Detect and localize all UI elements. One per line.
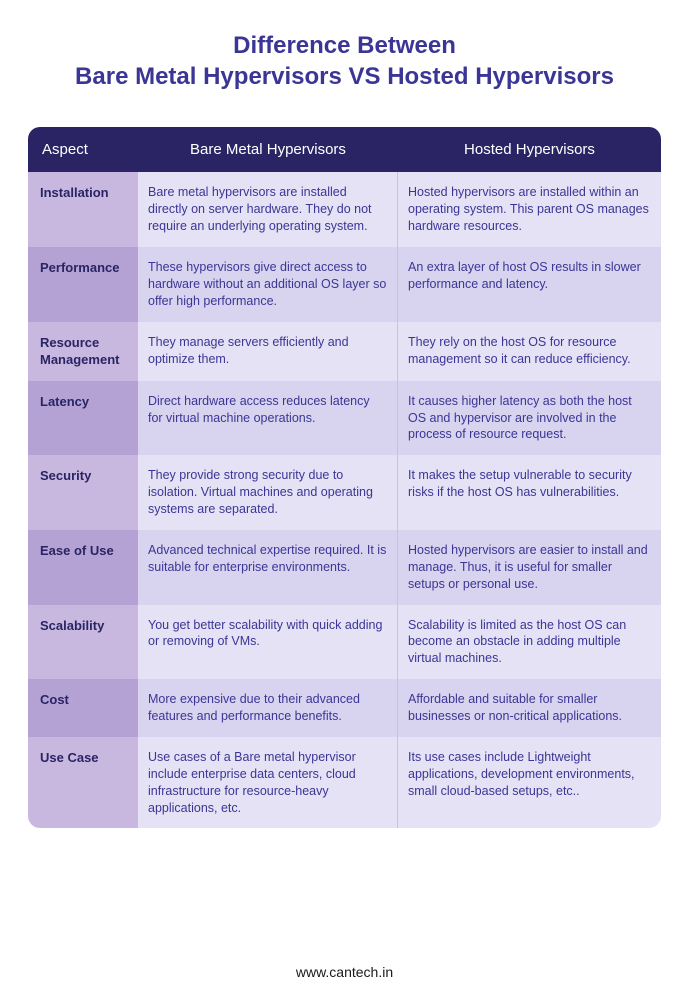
table-row: Security They provide strong security du… bbox=[28, 455, 661, 530]
bare-metal-cell: Direct hardware access reduces latency f… bbox=[138, 381, 398, 456]
table-row: Performance These hypervisors give direc… bbox=[28, 247, 661, 322]
comparison-table: Aspect Bare Metal Hypervisors Hosted Hyp… bbox=[28, 127, 661, 828]
bare-metal-cell: Advanced technical expertise required. I… bbox=[138, 530, 398, 605]
hosted-cell: Affordable and suitable for smaller busi… bbox=[398, 679, 661, 737]
table-body: Installation Bare metal hypervisors are … bbox=[28, 172, 661, 828]
aspect-label: Performance bbox=[28, 247, 138, 322]
table-row: Resource Management They manage servers … bbox=[28, 322, 661, 381]
hosted-cell: Scalability is limited as the host OS ca… bbox=[398, 605, 661, 680]
aspect-label: Scalability bbox=[28, 605, 138, 680]
table-row: Latency Direct hardware access reduces l… bbox=[28, 381, 661, 456]
aspect-label: Latency bbox=[28, 381, 138, 456]
hosted-cell: Its use cases include Lightweight applic… bbox=[398, 737, 661, 829]
table-row: Scalability You get better scalability w… bbox=[28, 605, 661, 680]
bare-metal-cell: You get better scalability with quick ad… bbox=[138, 605, 398, 680]
bare-metal-cell: They provide strong security due to isol… bbox=[138, 455, 398, 530]
col-aspect: Aspect bbox=[28, 127, 138, 172]
bare-metal-cell: More expensive due to their advanced fea… bbox=[138, 679, 398, 737]
aspect-label: Use Case bbox=[28, 737, 138, 829]
bare-metal-cell: Bare metal hypervisors are installed dir… bbox=[138, 172, 398, 247]
aspect-label: Security bbox=[28, 455, 138, 530]
footer-url: www.cantech.in bbox=[0, 964, 689, 980]
hosted-cell: It causes higher latency as both the hos… bbox=[398, 381, 661, 456]
hosted-cell: They rely on the host OS for resource ma… bbox=[398, 322, 661, 381]
table-row: Cost More expensive due to their advance… bbox=[28, 679, 661, 737]
col-bare-metal: Bare Metal Hypervisors bbox=[138, 127, 398, 172]
aspect-label: Resource Management bbox=[28, 322, 138, 381]
title-line2: Bare Metal Hypervisors VS Hosted Hypervi… bbox=[75, 63, 614, 90]
bare-metal-cell: They manage servers efficiently and opti… bbox=[138, 322, 398, 381]
aspect-label: Ease of Use bbox=[28, 530, 138, 605]
table-row: Installation Bare metal hypervisors are … bbox=[28, 172, 661, 247]
table-row: Ease of Use Advanced technical expertise… bbox=[28, 530, 661, 605]
aspect-label: Cost bbox=[28, 679, 138, 737]
table-row: Use Case Use cases of a Bare metal hyper… bbox=[28, 737, 661, 829]
bare-metal-cell: Use cases of a Bare metal hypervisor inc… bbox=[138, 737, 398, 829]
title-line1: Difference Between bbox=[233, 32, 456, 59]
hosted-cell: It makes the setup vulnerable to securit… bbox=[398, 455, 661, 530]
hosted-cell: Hosted hypervisors are easier to install… bbox=[398, 530, 661, 605]
table-header-row: Aspect Bare Metal Hypervisors Hosted Hyp… bbox=[28, 127, 661, 172]
hosted-cell: Hosted hypervisors are installed within … bbox=[398, 172, 661, 247]
page-title: Difference Between Bare Metal Hypervisor… bbox=[28, 30, 661, 92]
hosted-cell: An extra layer of host OS results in slo… bbox=[398, 247, 661, 322]
bare-metal-cell: These hypervisors give direct access to … bbox=[138, 247, 398, 322]
aspect-label: Installation bbox=[28, 172, 138, 247]
col-hosted: Hosted Hypervisors bbox=[398, 127, 661, 172]
